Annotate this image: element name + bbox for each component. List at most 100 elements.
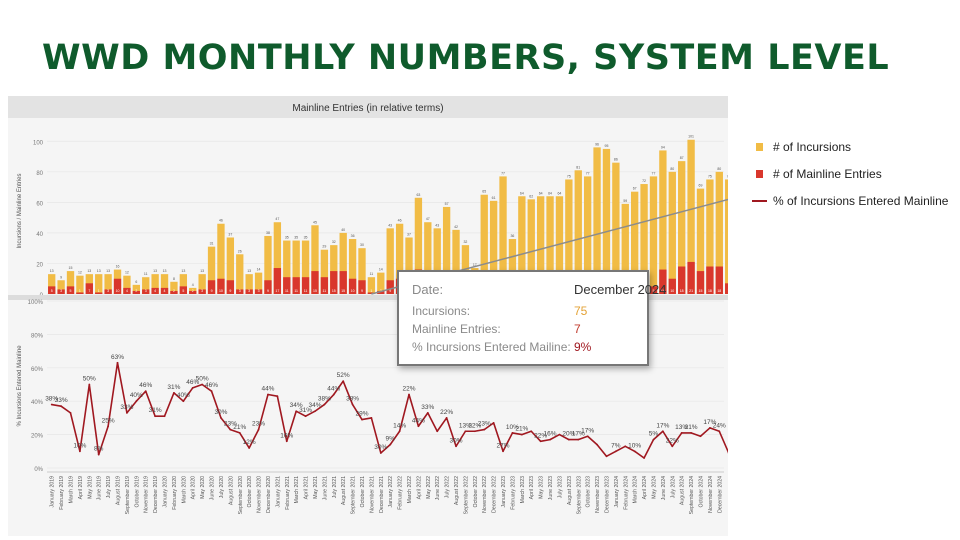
incursion-value-label: 80 bbox=[670, 167, 674, 171]
mainline-value-label: 18 bbox=[717, 289, 721, 293]
x-tick-label: October 2020 bbox=[247, 476, 253, 508]
x-tick-label: March 2019 bbox=[69, 476, 75, 504]
incursion-bar bbox=[160, 274, 169, 294]
x-tick-label: May 2023 bbox=[539, 476, 545, 499]
x-tick-label: November 2022 bbox=[482, 476, 488, 513]
incursion-value-label: 81 bbox=[576, 165, 580, 169]
mainline-value-label: 18 bbox=[708, 289, 712, 293]
incursion-value-label: 77 bbox=[501, 171, 505, 175]
x-tick-label: May 2021 bbox=[313, 476, 319, 499]
incursion-bar bbox=[678, 161, 686, 294]
incursion-bar bbox=[583, 176, 592, 294]
incursion-value-label: 14 bbox=[257, 268, 261, 272]
tooltip-mainline-row: Mainline Entries: 7 bbox=[412, 322, 581, 336]
x-tick-label: May 2024 bbox=[651, 476, 657, 499]
pct-point bbox=[323, 403, 326, 406]
pct-data-label: 50% bbox=[196, 376, 209, 383]
incursion-bar bbox=[433, 228, 441, 294]
legend-pct: % of Incursions Entered Mainline bbox=[752, 194, 952, 208]
x-tick-label: January 2020 bbox=[163, 476, 169, 508]
mainline-value-label: 4 bbox=[126, 289, 128, 293]
incursion-bar bbox=[264, 235, 272, 294]
pct-point bbox=[389, 443, 392, 446]
pct-data-label: 33% bbox=[421, 404, 434, 411]
incursion-value-label: 40 bbox=[341, 228, 345, 232]
mainline-bar bbox=[160, 287, 169, 294]
x-tick-label: September 2024 bbox=[689, 476, 695, 514]
x-tick-label: August 2022 bbox=[454, 476, 460, 505]
slide-title: WWD MONTHLY NUMBERS, SYSTEM LEVEL bbox=[42, 38, 890, 78]
mainline-value-label: 16 bbox=[661, 289, 665, 293]
pct-point bbox=[342, 380, 345, 383]
pct-data-label: 8% bbox=[94, 446, 104, 453]
x-tick-label: July 2019 bbox=[106, 476, 112, 498]
incursion-bar bbox=[536, 196, 545, 294]
mainline-bar bbox=[330, 271, 338, 294]
mainline-value-label: 3 bbox=[239, 289, 241, 293]
x-tick-label: December 2024 bbox=[717, 476, 723, 513]
x-tick-label: February 2024 bbox=[623, 476, 629, 510]
mainline-bar bbox=[696, 271, 705, 294]
x-tick-label: June 2020 bbox=[210, 476, 216, 500]
incursion-bar bbox=[555, 196, 564, 294]
pct-point bbox=[483, 428, 486, 431]
x-tick-label: October 2023 bbox=[586, 476, 592, 508]
pct-point bbox=[718, 430, 721, 433]
mainline-bar bbox=[659, 269, 667, 294]
x-tick-label: October 2021 bbox=[360, 476, 366, 508]
incursion-bar bbox=[565, 179, 573, 294]
x-tick-label: February 2019 bbox=[59, 476, 65, 510]
pct-point bbox=[708, 427, 711, 429]
incursion-value-label: 101 bbox=[688, 135, 694, 139]
mainline-bar bbox=[725, 283, 728, 294]
pct-data-label: 30% bbox=[450, 437, 463, 444]
pct-point bbox=[633, 450, 636, 453]
pct-data-label: 34% bbox=[290, 402, 303, 409]
x-tick-label: April 2023 bbox=[529, 476, 535, 499]
mainline-value-label: 9 bbox=[211, 289, 213, 293]
mainline-value-label: 9 bbox=[229, 289, 231, 293]
incursion-value-label: 75 bbox=[708, 174, 712, 178]
incursion-value-label: 8 bbox=[173, 277, 175, 281]
mainline-swatch-icon bbox=[756, 170, 763, 178]
incursion-value-label: 80 bbox=[717, 167, 721, 171]
pct-point bbox=[79, 450, 81, 453]
pct-point bbox=[520, 433, 523, 436]
pct-point bbox=[671, 445, 674, 448]
incursion-bar bbox=[631, 191, 639, 294]
incursion-bar bbox=[452, 229, 460, 294]
incursion-value-label: 17 bbox=[473, 263, 477, 267]
mainline-value-label: 3 bbox=[248, 289, 250, 293]
incursion-value-label: 94 bbox=[661, 145, 665, 149]
y-tick-label-top: 40 bbox=[36, 232, 43, 238]
incursion-bar bbox=[602, 148, 611, 294]
pct-data-label: 13% bbox=[459, 422, 472, 429]
pct-point bbox=[191, 386, 194, 389]
incursion-bar bbox=[254, 272, 263, 294]
x-tick-label: June 2021 bbox=[322, 476, 328, 500]
incursion-value-label: 29 bbox=[322, 245, 326, 249]
pct-data-label: 46% bbox=[186, 379, 199, 386]
incursion-value-label: 64 bbox=[520, 191, 524, 195]
pct-data-label: 9% bbox=[385, 436, 395, 443]
pct-point bbox=[445, 417, 448, 419]
incursion-value-label: 4 bbox=[192, 283, 194, 287]
tooltip-mainline-label: Mainline Entries: bbox=[412, 322, 501, 336]
incursion-value-label: 69 bbox=[699, 184, 703, 188]
pct-data-label: 21% bbox=[233, 424, 246, 431]
incursion-value-label: 35 bbox=[285, 236, 289, 240]
mainline-value-label: 11 bbox=[294, 289, 298, 293]
mainline-bar bbox=[57, 289, 65, 294]
x-tick-label: April 2024 bbox=[642, 476, 648, 499]
incursion-value-label: 47 bbox=[275, 217, 279, 221]
x-tick-label: June 2022 bbox=[435, 476, 441, 500]
mainline-bar bbox=[113, 278, 122, 294]
mainline-bar bbox=[320, 277, 329, 294]
pct-point bbox=[210, 390, 213, 393]
mainline-bar bbox=[66, 286, 75, 294]
incursion-bar bbox=[649, 176, 658, 294]
pct-point bbox=[596, 443, 598, 446]
pct-data-label: 40% bbox=[130, 392, 143, 399]
mainline-value-label: 5 bbox=[653, 289, 655, 293]
incursion-bar bbox=[283, 240, 291, 294]
